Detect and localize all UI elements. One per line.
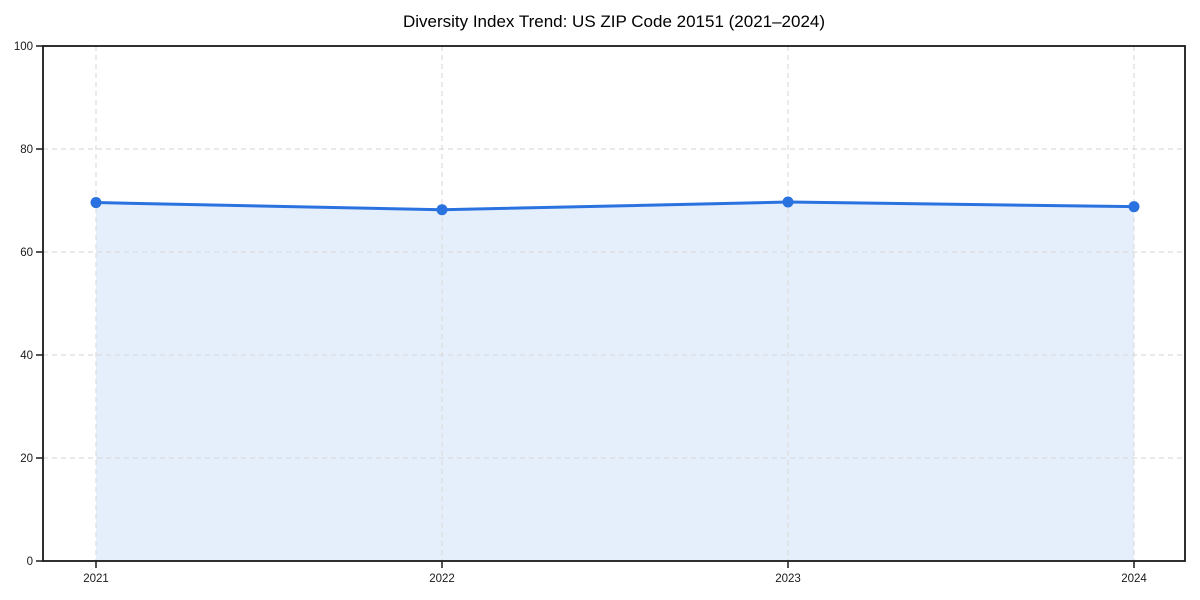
y-tick-label: 20: [20, 453, 33, 465]
data-point-2021: [90, 197, 102, 209]
y-tick-label: 80: [20, 144, 33, 156]
y-tick-label: 100: [14, 41, 33, 53]
axis-spines: [42, 45, 1186, 562]
trend-line: [94, 200, 1136, 212]
area-fill: [96, 202, 1134, 562]
data-point-2024: [1128, 201, 1140, 213]
y-tick-label: 40: [20, 350, 33, 362]
x-tick-label: 2022: [429, 573, 455, 585]
data-point-2022: [436, 204, 448, 216]
data-point-2023: [782, 196, 794, 208]
chart-title: Diversity Index Trend: US ZIP Code 20151…: [402, 12, 826, 31]
y-tick-label: 60: [20, 247, 33, 259]
x-tick-label: 2024: [1121, 573, 1147, 585]
y-tick-label: 0: [27, 556, 33, 568]
x-tick-label: 2021: [83, 573, 109, 585]
x-tick-label: 2023: [775, 573, 801, 585]
